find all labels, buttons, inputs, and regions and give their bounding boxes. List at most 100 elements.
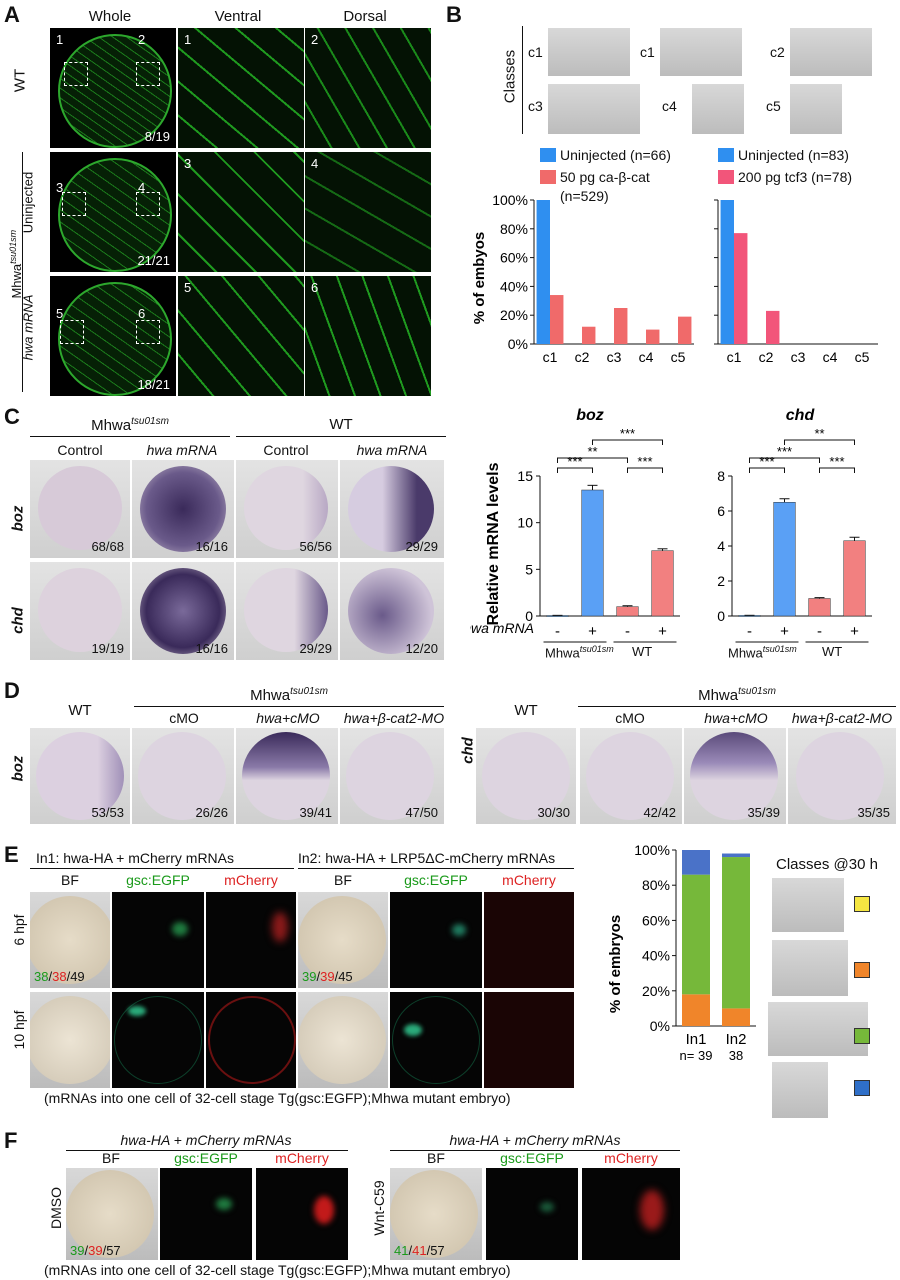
chart-e-ytick-label: 60% xyxy=(642,912,670,928)
chart-e-n-label: 38 xyxy=(729,1048,743,1063)
chart-c1-bar xyxy=(581,489,604,617)
d-row-boz: boz xyxy=(9,755,27,782)
f-title-line-2 xyxy=(390,1150,680,1151)
chart-c1-bracket xyxy=(592,439,663,445)
e-gsc-10hpf-in1 xyxy=(112,992,204,1088)
chart-c-title-chd: chd xyxy=(786,407,816,424)
f-title-line-1 xyxy=(66,1150,348,1151)
col-header-dorsal: Dorsal xyxy=(343,8,387,25)
e-class-image-3 xyxy=(768,1002,868,1056)
c-ish-boz-4: 29/29 xyxy=(340,460,444,558)
c-ish-chd-2: 16/16 xyxy=(132,562,234,660)
d-wt-2: WT xyxy=(514,702,538,719)
confocal-uninj-dorsal: 4 xyxy=(305,152,431,272)
legend-uninj2: Uninjected (n=83) xyxy=(738,147,849,163)
e-class-image-4 xyxy=(772,1062,828,1118)
f-mch-1: mCherry xyxy=(275,1150,329,1166)
e-in1-title: In1: hwa-HA + mCherry mRNAs xyxy=(36,850,234,866)
chart-c-xgroup-mhwa-2: Mhwatsu01sm xyxy=(728,644,797,661)
chart-c1-sig: ** xyxy=(587,444,597,459)
chart-b-ylabel: % of embyos xyxy=(471,232,488,325)
legend-cabcat: 50 pg ca-β-cat xyxy=(560,169,650,185)
legend-swatch-tcf3 xyxy=(718,170,734,184)
count-uninj: 21/21 xyxy=(137,253,170,268)
chart-c1-ytick-label: 15 xyxy=(517,468,533,484)
panel-label-d: D xyxy=(4,678,20,703)
legend-uninj1: Uninjected (n=66) xyxy=(560,147,671,163)
e-mch-10hpf-in2 xyxy=(484,992,574,1088)
c-col-control2: Control xyxy=(263,442,309,458)
legend-swatch-uninj2 xyxy=(718,148,734,162)
c-col-hwa1: hwa mRNA xyxy=(146,442,218,458)
chart-b1-ytick-label: 60% xyxy=(500,250,528,266)
chart-e-xtick-label: In1 xyxy=(686,1031,707,1048)
chart-c-xgroup-wt-2: WT xyxy=(822,644,843,659)
e-class-image-2 xyxy=(772,940,848,996)
panel-label-b: B xyxy=(446,2,462,27)
chart-c-ylabel: Relative mRNA levels xyxy=(485,462,502,625)
chart-e-bar xyxy=(722,857,750,1009)
panel-label-e: E xyxy=(4,842,19,867)
f-caption: (mRNAs into one cell of 32-cell stage Tg… xyxy=(44,1262,511,1278)
e-class-swatch-orange xyxy=(854,962,870,978)
chart-c1-bar xyxy=(651,550,674,617)
d-ish-chd-1: 30/30 xyxy=(476,728,576,824)
class-label-c1a: c1 xyxy=(528,44,543,60)
chart-c2-bracket xyxy=(819,467,855,473)
chart-c2-bar xyxy=(843,540,866,617)
chart-c1-xsign: + xyxy=(588,623,597,640)
confocal-hwa-dorsal: 6 xyxy=(305,276,431,396)
chart-b2-xtick-label: c3 xyxy=(791,349,806,365)
e-gsc-6hpf-in2 xyxy=(390,892,482,988)
panel-label-a: A xyxy=(4,2,20,27)
chart-c2-sig: *** xyxy=(777,444,792,459)
f-row-wntc59: Wnt-C59 xyxy=(371,1180,387,1236)
c-ish-chd-3: 29/29 xyxy=(236,562,338,660)
chart-c1-ytick-label: 0 xyxy=(525,608,533,624)
chart-c1-xsign: - xyxy=(555,623,560,640)
confocal-hwa-ventral: 5 xyxy=(178,276,304,396)
confocal-wt-ventral: 1 xyxy=(178,28,304,148)
c-group-wt: WT xyxy=(329,416,353,433)
count-wt: 8/19 xyxy=(144,129,170,144)
chart-c1-sig: *** xyxy=(637,454,652,469)
e-in2-title: In2: hwa-HA + LRP5ΔC-mCherry mRNAs xyxy=(298,850,556,866)
e-mch-6hpf-in2 xyxy=(484,892,574,988)
chart-b2-bar xyxy=(766,310,780,344)
chart-c2-sig: ** xyxy=(814,426,824,441)
e-bf-6hpf-in1: 38/38/49 xyxy=(30,892,110,988)
d-ish-chd-2: 42/42 xyxy=(580,728,682,824)
chart-e-ylabel: % of embryos xyxy=(607,915,624,1013)
chart-c-xgroup-wt-1: WT xyxy=(632,644,653,659)
f-bf-wnt: 41/41/57 xyxy=(390,1168,482,1260)
chart-c2-bar xyxy=(773,502,796,617)
legend-cabcat-n: (n=529) xyxy=(560,188,609,204)
chart-c2-ytick-label: 2 xyxy=(717,573,725,589)
f-gsc-wnt xyxy=(486,1168,578,1260)
f-gsc-1: gsc:EGFP xyxy=(174,1150,238,1166)
c-group-line-2 xyxy=(236,436,446,437)
e-gsc-2: gsc:EGFP xyxy=(404,872,468,888)
c-group-mhwa: Mhwatsu01sm xyxy=(91,416,169,434)
chart-b1-ytick-label: 40% xyxy=(500,278,528,294)
c-col-control1: Control xyxy=(57,442,103,458)
classes-label: Classes xyxy=(501,49,519,104)
e-mch-1: mCherry xyxy=(224,872,278,888)
chart-b1-ytick-label: 80% xyxy=(500,221,528,237)
class-label-c1b: c1 xyxy=(640,44,655,60)
chart-c2-ytick-label: 0 xyxy=(717,608,725,624)
d-wt-1: WT xyxy=(68,702,92,719)
d-ish-chd-3: 35/39 xyxy=(684,728,786,824)
chart-c1-bracket xyxy=(627,467,663,473)
chart-b1-bar xyxy=(536,200,550,344)
class-label-c2: c2 xyxy=(770,44,785,60)
e-in2-line xyxy=(298,868,574,869)
class-label-c3: c3 xyxy=(528,98,543,114)
e-class-image-1 xyxy=(772,878,844,932)
confocal-wt-dorsal: 2 xyxy=(305,28,431,148)
chart-c-xrow-label: hwa mRNA xyxy=(470,620,534,636)
c-ish-boz-1: 68/68 xyxy=(30,460,130,558)
chart-b1-bar xyxy=(582,326,596,344)
d-col-hwa-1: hwa+cMO xyxy=(256,710,320,726)
e-bf-2: BF xyxy=(334,872,352,888)
